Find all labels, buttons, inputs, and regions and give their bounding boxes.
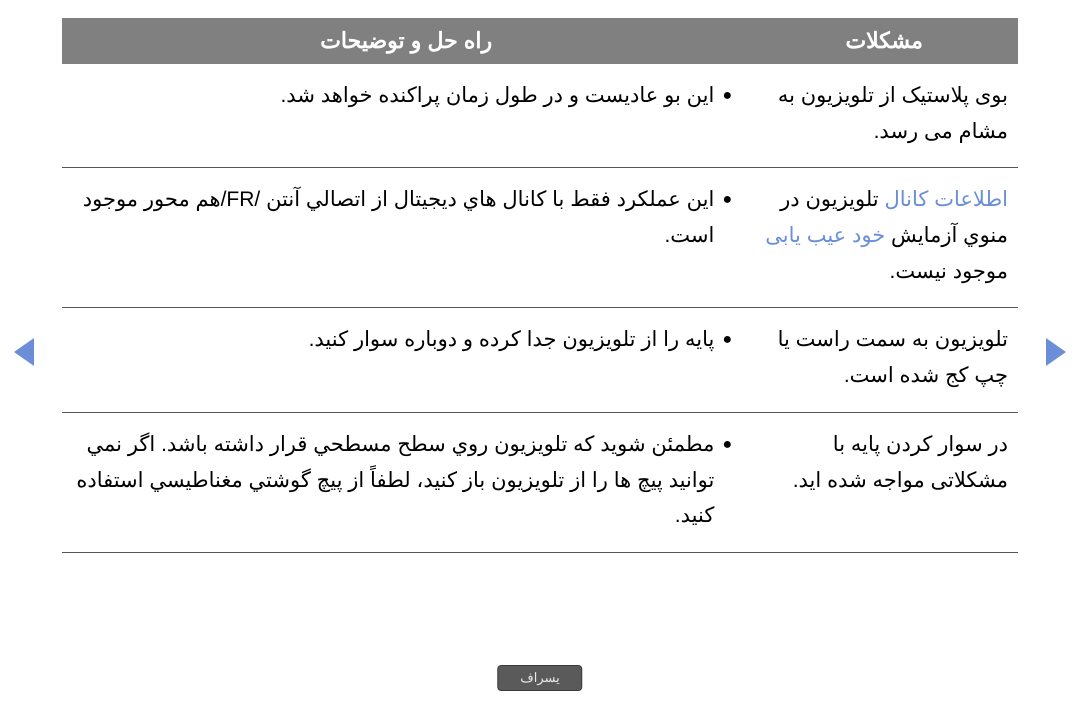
problem-text: تلویزیون به سمت راست یا چپ کج شده است. — [778, 328, 1008, 387]
header-solution: راه حل و توضیحات — [62, 18, 750, 64]
page-root: مشکلات راه حل و توضیحات بوی پلاستیک از ت… — [0, 0, 1080, 705]
solution-text: این عملکرد فقط با کانال هاي دیجیتال از ا… — [72, 182, 714, 253]
solution-cell: پایه را از تلویزیون جدا کرده و دوباره سو… — [62, 308, 750, 412]
problem-text: اطلاعات کانال تلویزیون در منوي آزمایش خو… — [765, 188, 1008, 282]
bullet-icon: ● — [714, 182, 740, 213]
persian-button-label: یسراف — [520, 670, 559, 685]
problem-text: در سوار کردن پایه با مشکلاتی مواجه شده ا… — [793, 433, 1008, 492]
table-row: تلویزیون به سمت راست یا چپ کج شده است. پ… — [62, 308, 1018, 412]
solution-text: مطمئن شوید که تلویزیون روي سطح مسطحي قرا… — [72, 427, 714, 534]
table-header-row: مشکلات راه حل و توضیحات — [62, 18, 1018, 64]
bullet-icon: ● — [714, 78, 740, 109]
solution-text: این بو عادیست و در طول زمان پراکنده خواه… — [72, 78, 714, 114]
problem-highlight: اطلاعات کانال — [884, 188, 1008, 211]
solution-text: پایه را از تلویزیون جدا کرده و دوباره سو… — [72, 322, 714, 358]
table-row: اطلاعات کانال تلویزیون در منوي آزمایش خو… — [62, 168, 1018, 308]
troubleshoot-table: مشکلات راه حل و توضیحات بوی پلاستیک از ت… — [62, 18, 1018, 553]
bullet-icon: ● — [714, 427, 740, 458]
problem-cell: تلویزیون به سمت راست یا چپ کج شده است. — [750, 308, 1018, 412]
solution-cell: این بو عادیست و در طول زمان پراکنده خواه… — [62, 64, 750, 168]
solution-cell: این عملکرد فقط با کانال هاي دیجیتال از ا… — [62, 168, 750, 308]
table-row: بوی پلاستیک از تلویزیون به مشام می رسد. … — [62, 64, 1018, 168]
problem-post: موجود نیست. — [890, 260, 1008, 283]
problem-text: بوی پلاستیک از تلویزیون به مشام می رسد. — [778, 84, 1008, 143]
table-row: در سوار کردن پایه با مشکلاتی مواجه شده ا… — [62, 412, 1018, 552]
header-problem: مشکلات — [750, 18, 1018, 64]
problem-highlight: خود عیب یابی — [765, 224, 885, 247]
problem-cell: اطلاعات کانال تلویزیون در منوي آزمایش خو… — [750, 168, 1018, 308]
nav-left-icon[interactable] — [14, 338, 34, 366]
nav-right-icon[interactable] — [1046, 338, 1066, 366]
problem-cell: در سوار کردن پایه با مشکلاتی مواجه شده ا… — [750, 412, 1018, 552]
persian-button[interactable]: یسراف — [497, 665, 582, 691]
problem-cell: بوی پلاستیک از تلویزیون به مشام می رسد. — [750, 64, 1018, 168]
bullet-icon: ● — [714, 322, 740, 353]
solution-cell: مطمئن شوید که تلویزیون روي سطح مسطحي قرا… — [62, 412, 750, 552]
